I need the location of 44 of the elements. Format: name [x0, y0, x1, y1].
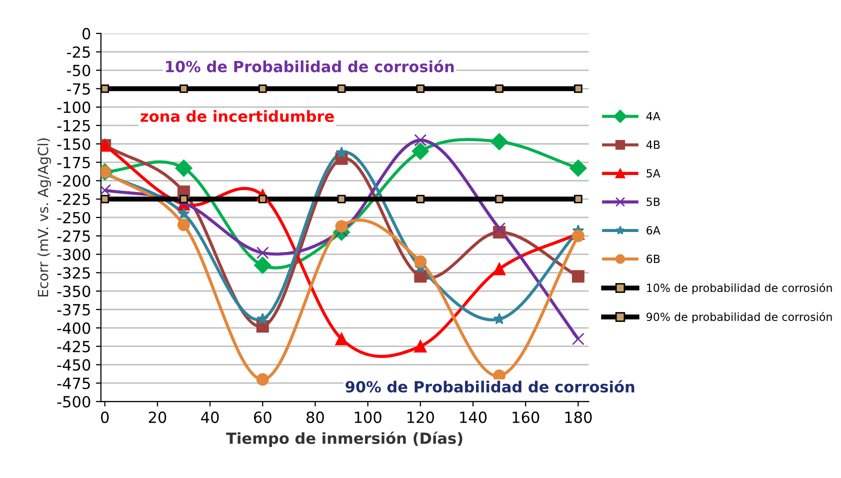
y-tick-label: -50	[66, 64, 90, 76]
y-tick-label: -200	[57, 175, 90, 187]
x-tick-label: 160	[512, 412, 540, 424]
legend-label: 90% de probabilidad de corrosión	[646, 312, 832, 324]
x-tick-label: 80	[306, 412, 324, 424]
x-tick-label: 20	[148, 412, 166, 424]
annotation: 90% de Probabilidad de corrosión	[346, 380, 634, 393]
y-tick-label: -325	[57, 267, 90, 279]
legend-label: 5A	[646, 169, 660, 178]
y-tick-label: -25	[66, 46, 90, 58]
y-tick-label: -250	[57, 212, 90, 224]
y-tick-label: 0	[82, 28, 90, 40]
y-tick-label: -275	[57, 230, 90, 242]
x-tick-label: 120	[408, 412, 434, 424]
y-tick-label: -100	[57, 102, 90, 114]
y-tick-label: -175	[57, 156, 90, 168]
x-tick-label: 60	[254, 412, 272, 424]
y-tick-label: -500	[57, 396, 90, 408]
x-tick-label: 0	[101, 412, 109, 424]
x-tick-label: 100	[354, 412, 382, 424]
y-tick-label: -350	[57, 286, 90, 298]
x-tick-label: 180	[565, 412, 592, 424]
legend-label: 4A	[646, 112, 660, 120]
y-tick-label: -450	[57, 359, 90, 371]
y-tick-label: -475	[57, 378, 90, 390]
legend-label: 4B	[646, 140, 660, 149]
y-tick-label: -125	[57, 120, 90, 132]
legend-label: 6A	[646, 226, 660, 235]
y-tick-label: -375	[57, 304, 90, 316]
y-tick-label: -75	[66, 83, 90, 95]
x-tick-label: 40	[201, 412, 219, 424]
legend-label: 10% de probabilidad de corrosión	[647, 282, 832, 294]
x-axis-title: Tiempo de inmersión (Días)	[226, 432, 462, 447]
y-tick-label: -225	[57, 194, 90, 206]
legend-label: 6B	[646, 254, 660, 264]
y-tick-label: -425	[57, 340, 90, 352]
y-tick-label: -150	[57, 138, 90, 150]
annotation: zona de incertidumbre	[140, 110, 334, 122]
y-axis-title: Ecorr (mV. vs. Ag/AgCl)	[38, 138, 51, 296]
annotation: 10% de Probabilidad de corrosión	[166, 60, 454, 72]
x-tick-label: 140	[460, 412, 487, 424]
y-tick-label: -400	[57, 322, 90, 334]
y-tick-label: -300	[57, 248, 90, 260]
legend-label: 5B	[646, 198, 660, 206]
